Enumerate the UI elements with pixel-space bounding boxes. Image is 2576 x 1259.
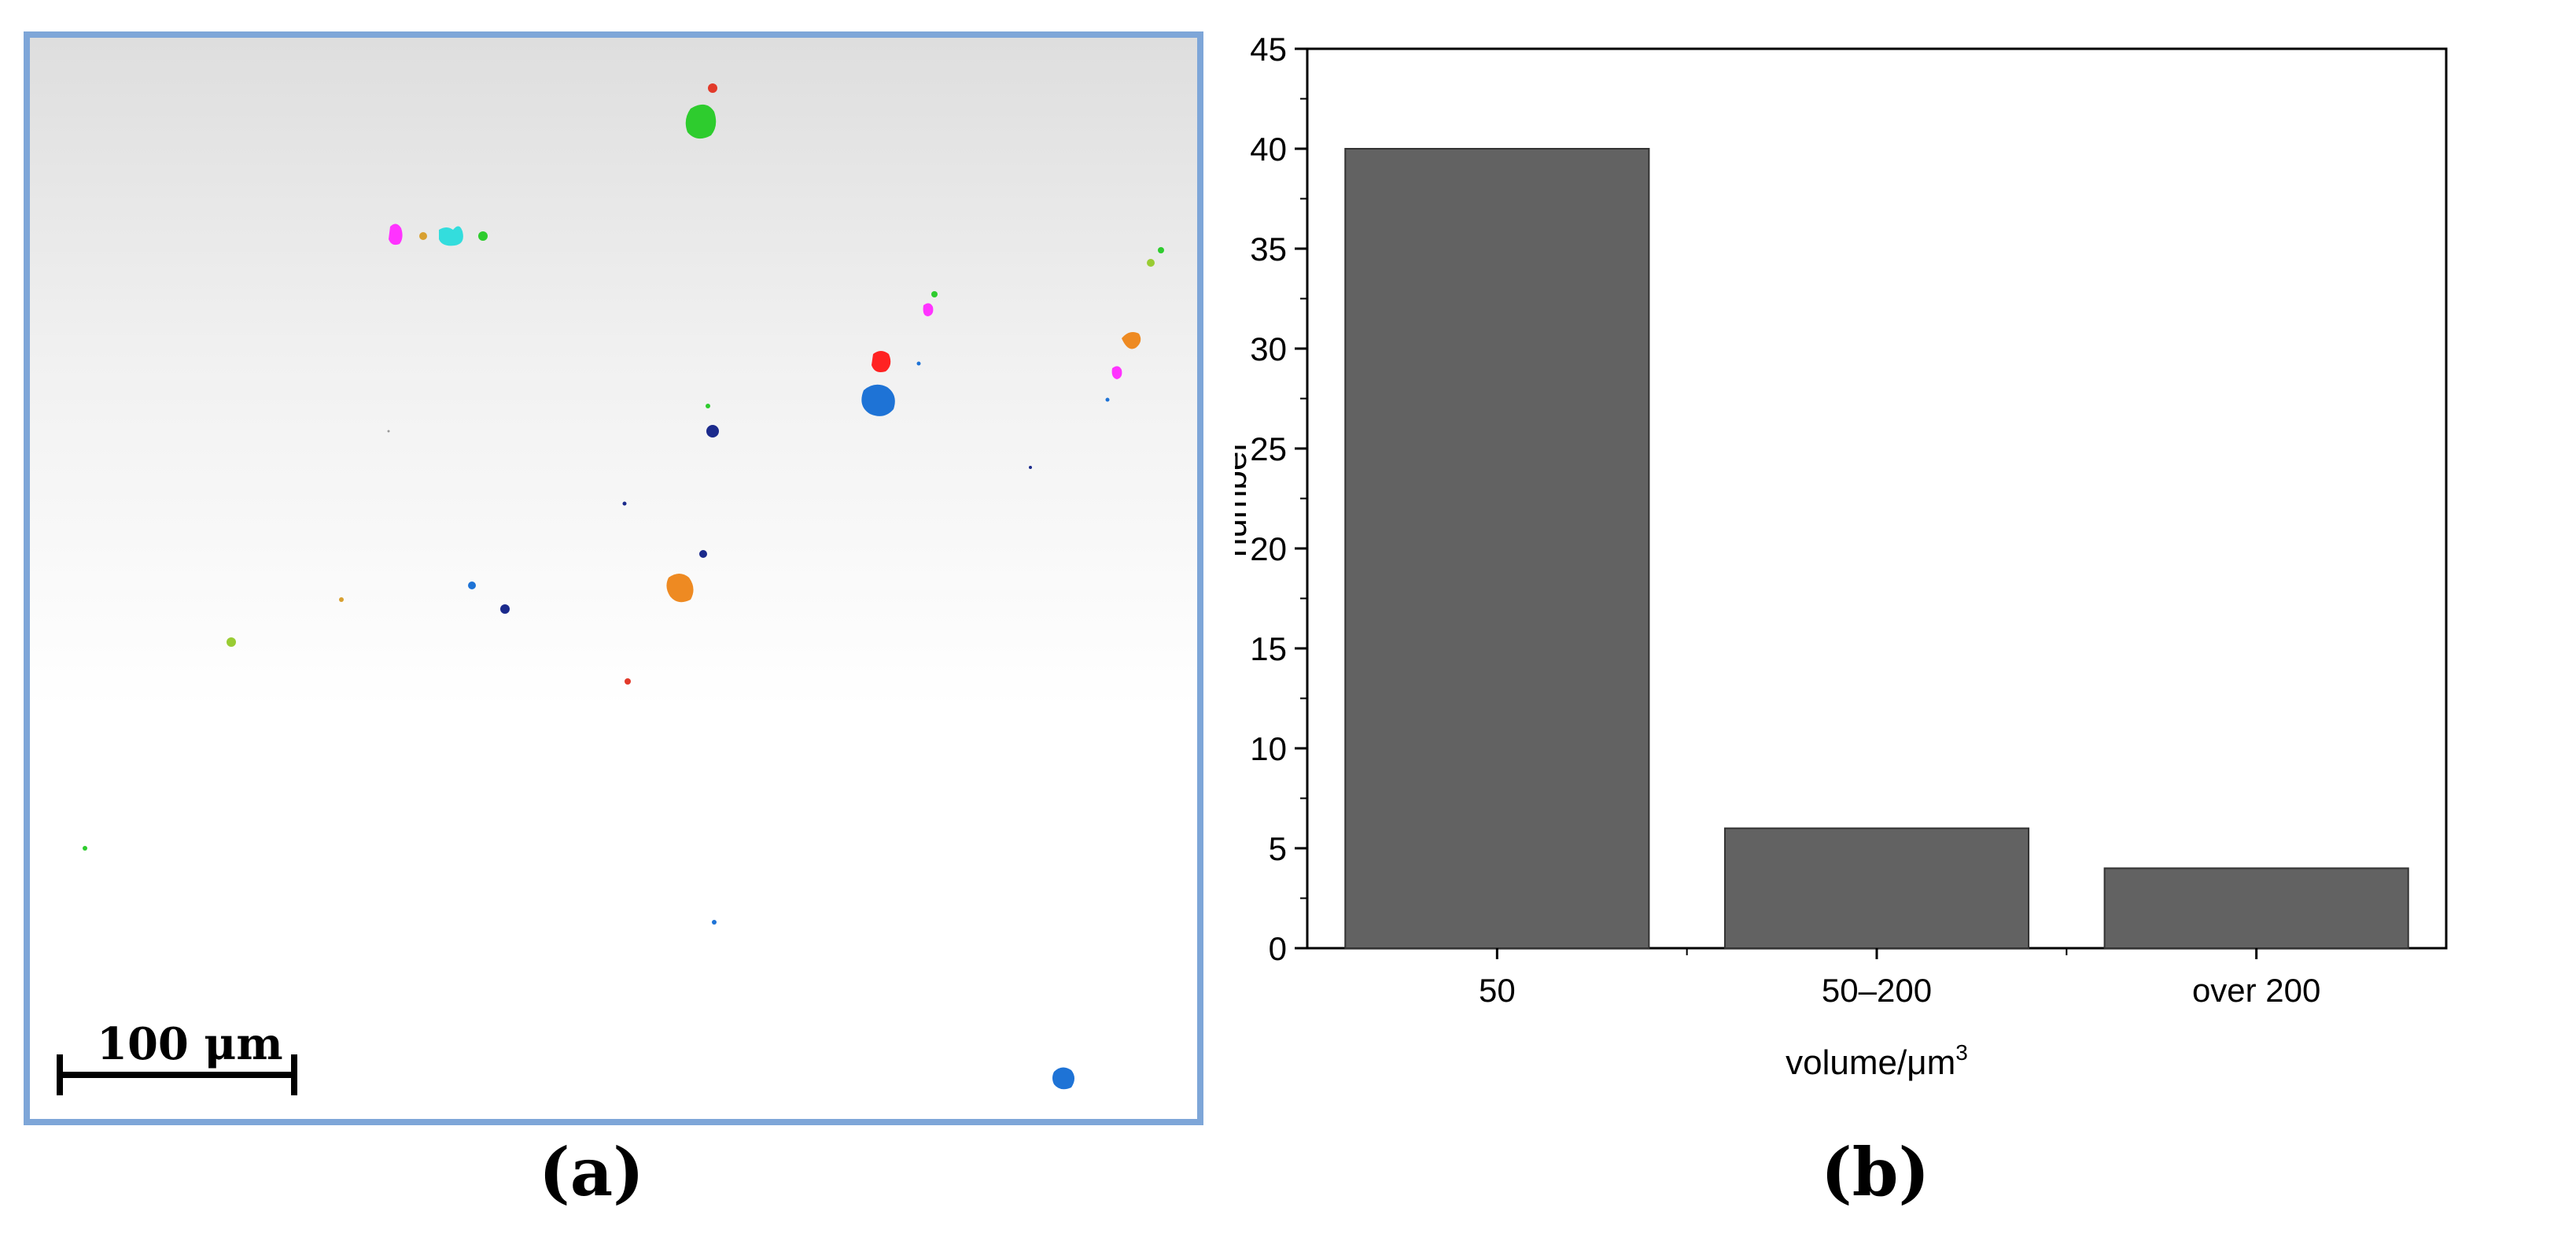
y-tick-label: 20 xyxy=(1250,530,1287,567)
particle xyxy=(500,604,510,614)
particle xyxy=(685,104,717,139)
particle xyxy=(339,597,344,602)
particle xyxy=(622,501,627,506)
particle xyxy=(419,232,427,240)
particle xyxy=(1122,332,1141,349)
particle xyxy=(83,846,87,851)
particle xyxy=(666,574,694,603)
y-axis-title: number xyxy=(1235,440,1254,557)
particle-3d-view: 100 μm xyxy=(24,31,1203,1125)
particle xyxy=(227,637,236,647)
particle xyxy=(1158,247,1164,253)
particle xyxy=(625,678,631,685)
particle xyxy=(931,291,938,297)
particle xyxy=(1111,366,1122,379)
particle xyxy=(1105,397,1110,402)
particle xyxy=(861,384,895,416)
x-axis-title: volume/μm3 xyxy=(1786,1040,1968,1082)
y-tick-label: 15 xyxy=(1250,630,1287,667)
y-tick-label: 35 xyxy=(1250,231,1287,268)
particle xyxy=(916,361,921,366)
y-tick-label: 45 xyxy=(1250,31,1287,68)
y-tick-label: 0 xyxy=(1269,930,1287,967)
panel-a-caption: (a) xyxy=(539,1133,644,1211)
y-tick-label: 30 xyxy=(1250,330,1287,367)
particle xyxy=(387,430,390,433)
y-tick-label: 40 xyxy=(1250,131,1287,168)
particle xyxy=(1147,259,1155,267)
x-tick-label: 50 xyxy=(1479,972,1516,1009)
particle xyxy=(712,920,717,925)
x-tick-label: 50–200 xyxy=(1822,972,1932,1009)
particle xyxy=(468,582,476,589)
y-tick-label: 5 xyxy=(1269,830,1287,867)
panel-b-caption: (b) xyxy=(1821,1133,1930,1211)
particle xyxy=(872,351,891,372)
bar xyxy=(1344,148,1650,949)
particle xyxy=(708,83,717,93)
x-tick-label: over 200 xyxy=(2192,972,2320,1009)
y-tick-label: 10 xyxy=(1250,730,1287,767)
bar xyxy=(1723,827,2030,949)
particle xyxy=(389,223,403,246)
scale-bar xyxy=(57,1054,297,1095)
bar xyxy=(2103,867,2409,950)
particle xyxy=(706,404,710,408)
y-tick-label: 25 xyxy=(1250,430,1287,467)
particle-rendering xyxy=(57,83,1164,1095)
particle xyxy=(706,425,719,438)
particle xyxy=(1029,466,1032,469)
particle xyxy=(1052,1067,1074,1090)
bar-chart: 0 5 10 15 20 25 30 35 40 45 50 50–200 over 200 volume… xyxy=(1235,31,2448,1082)
scale-bar-label: 100 μm xyxy=(97,1018,283,1070)
particle xyxy=(699,550,707,558)
particle xyxy=(439,226,463,246)
particle xyxy=(478,231,488,241)
particle xyxy=(923,303,934,316)
volume-histogram: 0 5 10 15 20 25 30 35 40 45 50 50–200 over 200 volume… xyxy=(1235,0,2576,1133)
